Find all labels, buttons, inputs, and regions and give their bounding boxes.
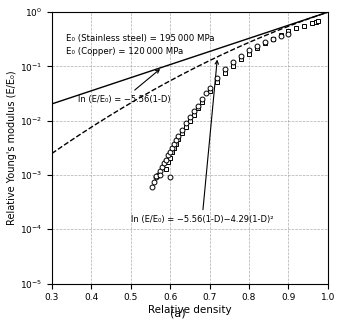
- Text: E₀ (Stainless steel) = 195 000 MPa
E₀ (Copper) = 120 000 MPa: E₀ (Stainless steel) = 195 000 MPa E₀ (C…: [66, 34, 214, 56]
- Text: ln (E/E₀) = −5.56(1-D)−4.29(1-D)²: ln (E/E₀) = −5.56(1-D)−4.29(1-D)²: [131, 61, 273, 224]
- Y-axis label: Relative Young's modulus (E/E₀): Relative Young's modulus (E/E₀): [7, 71, 17, 225]
- Text: ln (E/E₀) = −5.56(1-D): ln (E/E₀) = −5.56(1-D): [78, 70, 170, 104]
- X-axis label: Relative density: Relative density: [148, 305, 232, 315]
- Text: (a): (a): [170, 309, 186, 319]
